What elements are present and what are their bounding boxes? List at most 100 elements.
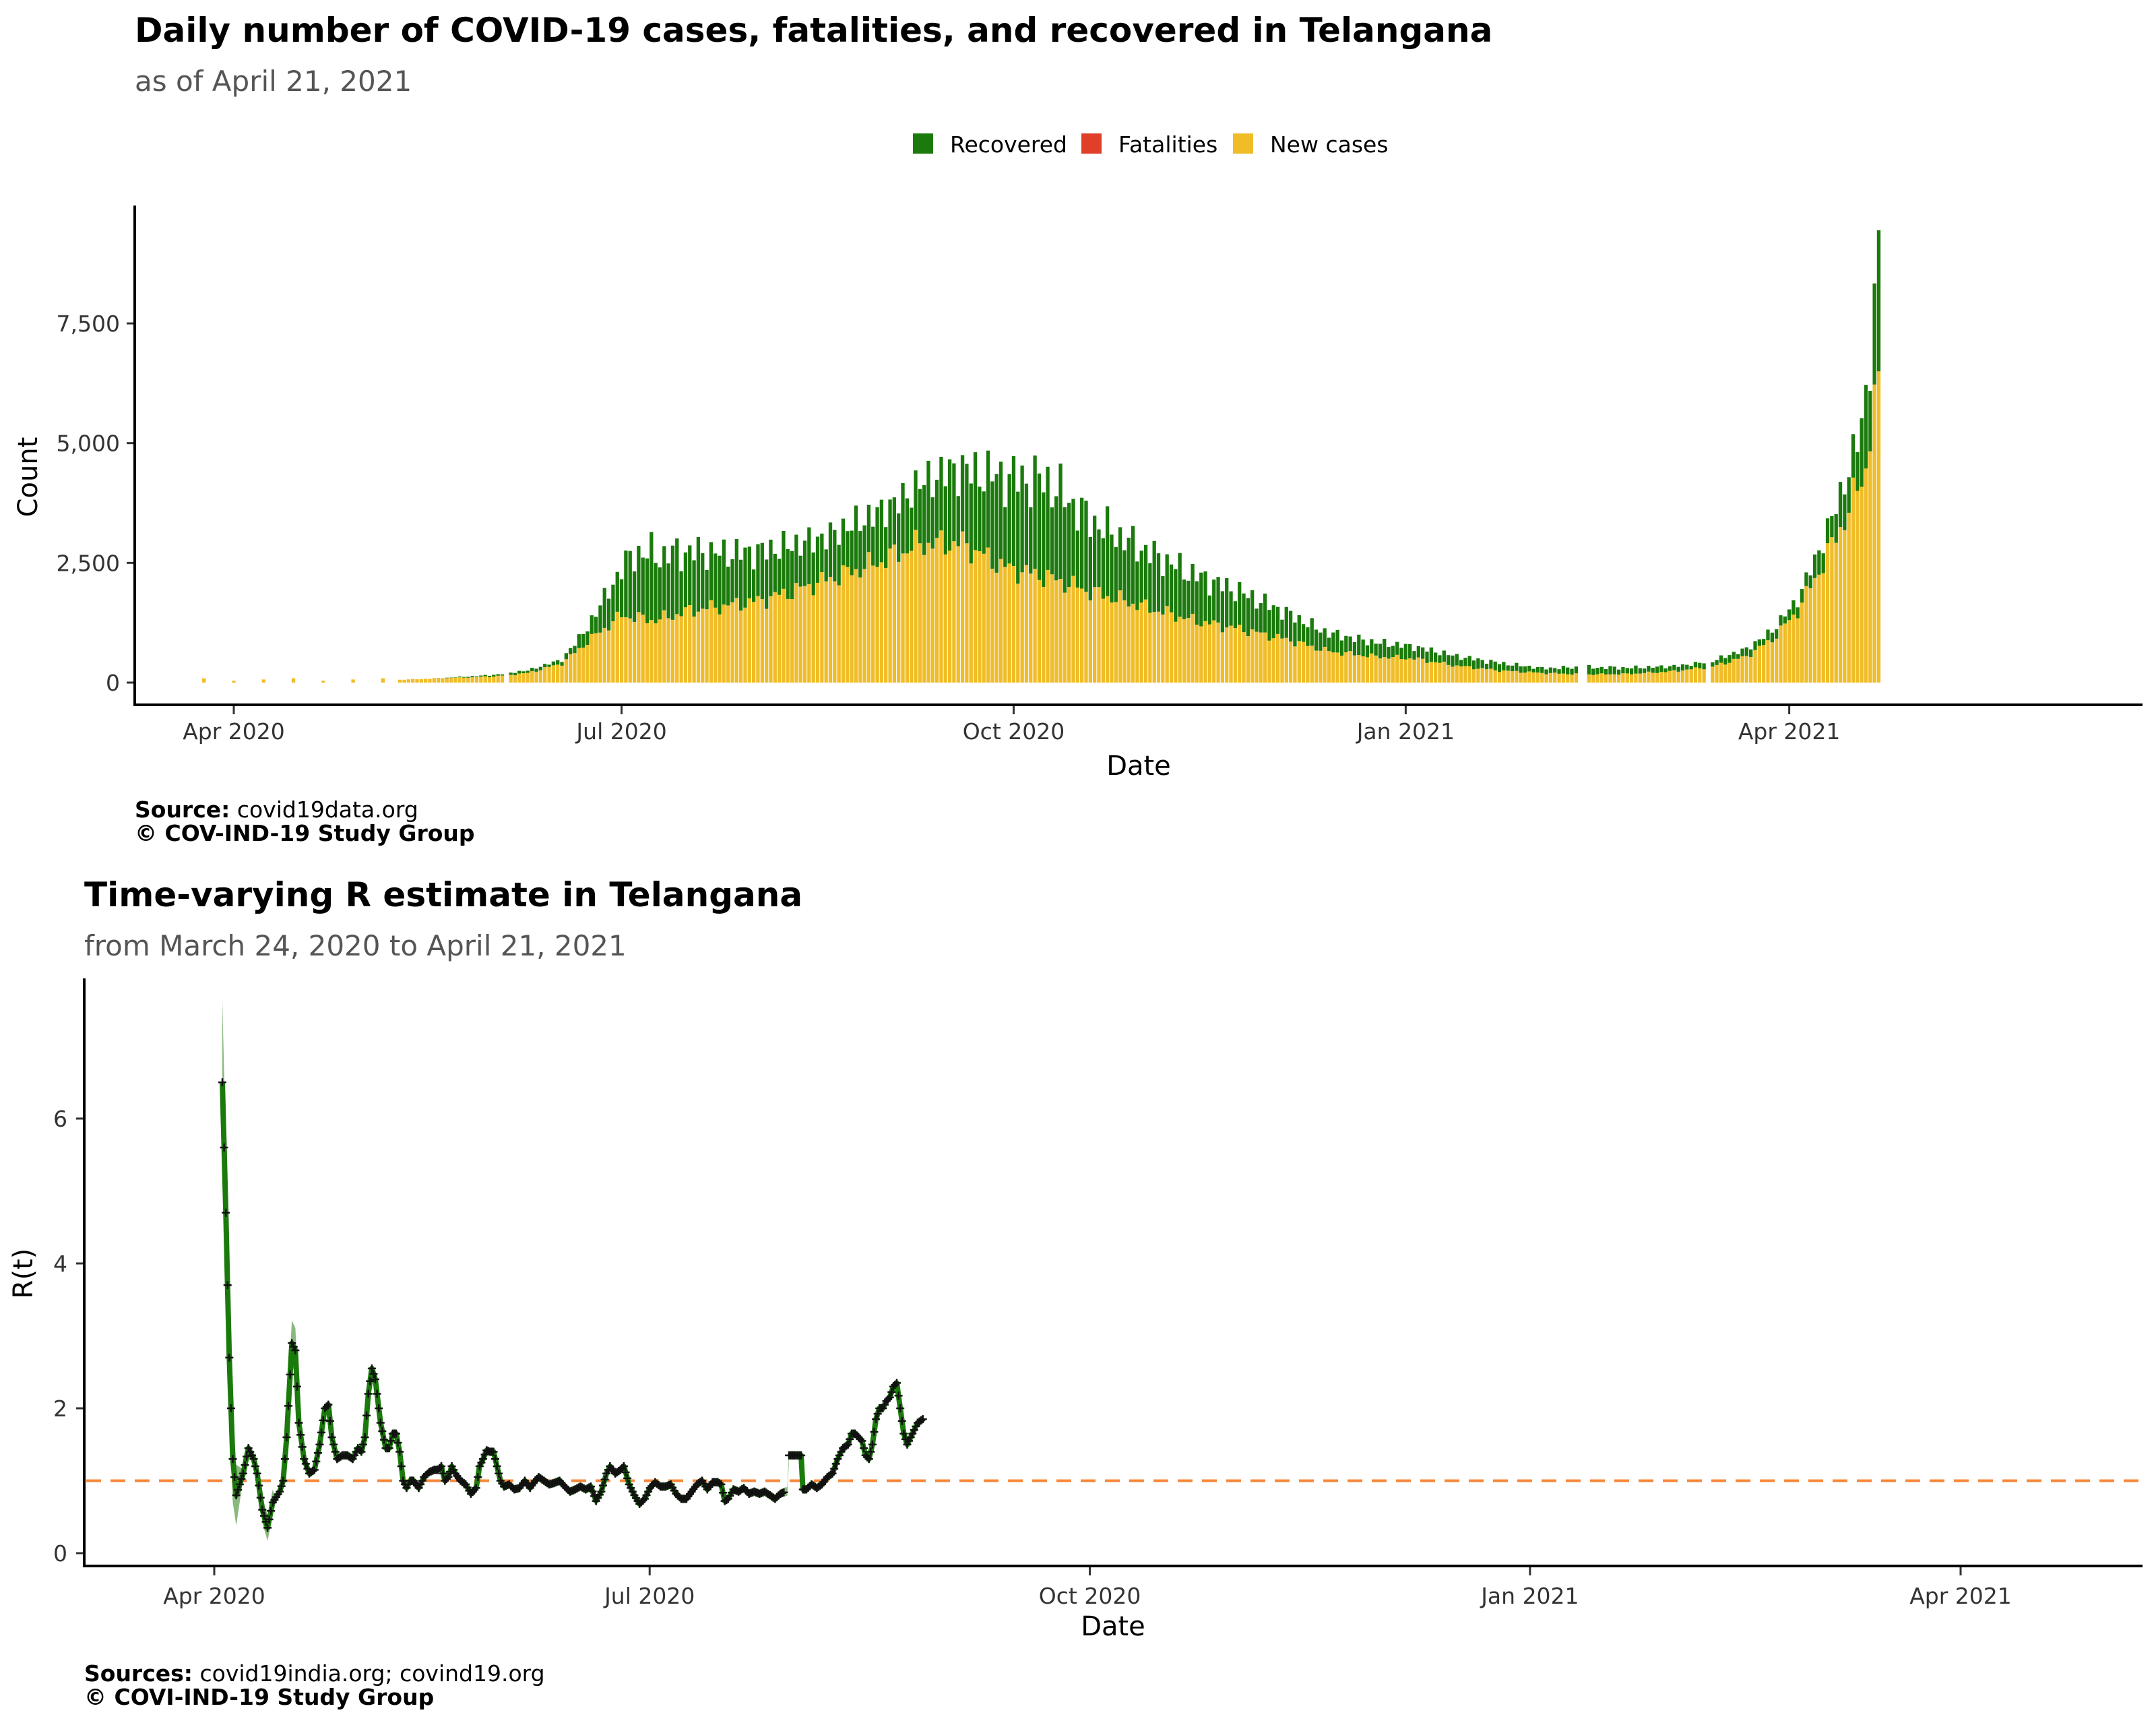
bar-recovered xyxy=(624,551,628,617)
bar-new-cases xyxy=(432,678,436,683)
bar-recovered xyxy=(846,531,850,567)
bar-recovered xyxy=(978,487,982,551)
bar-new-cases xyxy=(569,654,573,683)
r-point xyxy=(447,1462,456,1470)
bar-new-cases xyxy=(1753,650,1757,683)
r-point xyxy=(780,1488,788,1497)
bar-recovered xyxy=(1186,580,1191,618)
bar-new-cases xyxy=(1860,487,1864,683)
bar-new-cases xyxy=(1037,579,1042,683)
bar-recovered xyxy=(960,455,965,532)
bar-new-cases xyxy=(1876,371,1881,683)
r-point xyxy=(873,1410,882,1418)
bar-new-cases xyxy=(628,618,632,683)
bar-recovered xyxy=(1535,666,1540,673)
bar-new-cases xyxy=(487,677,492,683)
r-point xyxy=(357,1447,366,1456)
bar-recovered xyxy=(1804,572,1808,586)
bar-new-cases xyxy=(351,679,355,683)
r-point xyxy=(385,1444,393,1453)
bar-new-cases xyxy=(500,675,505,683)
bar-recovered xyxy=(1591,668,1595,675)
bar-new-cases xyxy=(1515,670,1519,683)
bar-new-cases xyxy=(1540,672,1544,683)
bar-new-cases xyxy=(1685,669,1689,683)
bar-recovered xyxy=(1242,593,1246,633)
bar-recovered xyxy=(1075,530,1080,588)
bar-new-cases xyxy=(1391,657,1395,683)
chart1-y-label: Count xyxy=(13,437,44,518)
r-point xyxy=(868,1440,877,1449)
bar-new-cases xyxy=(1259,632,1263,683)
bar-recovered xyxy=(509,672,513,675)
r-point xyxy=(395,1447,404,1456)
bar-new-cases xyxy=(1484,669,1489,683)
bar-recovered xyxy=(815,536,820,583)
bar-new-cases xyxy=(709,600,714,683)
bar-recovered xyxy=(1463,658,1467,666)
bar-new-cases xyxy=(662,610,666,683)
bar-new-cases xyxy=(573,653,577,683)
bar-recovered xyxy=(1480,660,1484,668)
bar-recovered xyxy=(1638,668,1642,674)
bar-recovered xyxy=(879,499,884,563)
bar-recovered xyxy=(547,664,551,667)
chart2-source: Sources: covid19india.org; covind19.org xyxy=(84,1660,545,1687)
bar-new-cases xyxy=(1642,672,1647,683)
bar-recovered xyxy=(1344,635,1348,652)
bar-recovered xyxy=(1856,452,1860,491)
bar-new-cases xyxy=(556,664,560,683)
r-point xyxy=(358,1440,367,1449)
bar-recovered xyxy=(1800,589,1804,603)
r-point xyxy=(449,1466,458,1474)
r-point xyxy=(621,1468,630,1476)
bar-new-cases xyxy=(1007,563,1011,683)
bar-new-cases xyxy=(1050,574,1054,683)
bar-new-cases xyxy=(802,586,807,683)
bar-new-cases xyxy=(1634,673,1638,683)
bar-recovered xyxy=(910,507,914,551)
bar-recovered xyxy=(734,538,739,598)
r-point xyxy=(846,1435,854,1443)
r-point xyxy=(475,1462,484,1470)
bar-new-cases xyxy=(1127,606,1131,683)
bar-new-cases xyxy=(1519,672,1523,683)
bar-new-cases xyxy=(398,679,402,683)
bar-recovered xyxy=(854,505,858,569)
bar-recovered xyxy=(1314,629,1319,651)
bar-recovered xyxy=(1063,507,1067,593)
bar-new-cases xyxy=(649,620,654,683)
bar-new-cases xyxy=(747,598,751,683)
r-point xyxy=(327,1433,336,1441)
bar-new-cases xyxy=(1110,602,1114,683)
r-point xyxy=(267,1507,276,1515)
bar-new-cases xyxy=(722,604,726,683)
bar-recovered xyxy=(1267,610,1271,641)
bar-new-cases xyxy=(1092,587,1097,683)
r-point xyxy=(477,1458,486,1467)
bar-recovered xyxy=(487,675,492,677)
chart2-x-label: Date xyxy=(1081,1611,1145,1642)
r-point xyxy=(376,1418,385,1427)
bar-recovered xyxy=(1118,527,1122,591)
r-point xyxy=(366,1377,375,1385)
bar-new-cases xyxy=(449,678,453,683)
bar-new-cases xyxy=(1370,653,1374,683)
bar-new-cases xyxy=(632,621,637,683)
r-point xyxy=(286,1370,294,1379)
bar-recovered xyxy=(1374,644,1378,656)
bar-new-cases xyxy=(1335,652,1339,683)
bar-recovered xyxy=(730,559,734,602)
r-point xyxy=(291,1346,300,1354)
r-point xyxy=(362,1411,371,1420)
r-point xyxy=(280,1455,289,1464)
bar-recovered xyxy=(1139,551,1143,603)
bar-recovered xyxy=(637,546,641,613)
bar-new-cases xyxy=(232,681,236,683)
bar-recovered xyxy=(986,450,990,548)
r-point xyxy=(879,1404,887,1412)
bar-new-cases xyxy=(1808,588,1812,683)
chart2-x-tick-label: Oct 2020 xyxy=(1039,1583,1141,1609)
bar-new-cases xyxy=(764,608,769,683)
chart2-x-axis-ticks: Apr 2020 Jul 2020 Oct 2020 Jan 2021 Apr 2021 xyxy=(163,1567,2012,1609)
